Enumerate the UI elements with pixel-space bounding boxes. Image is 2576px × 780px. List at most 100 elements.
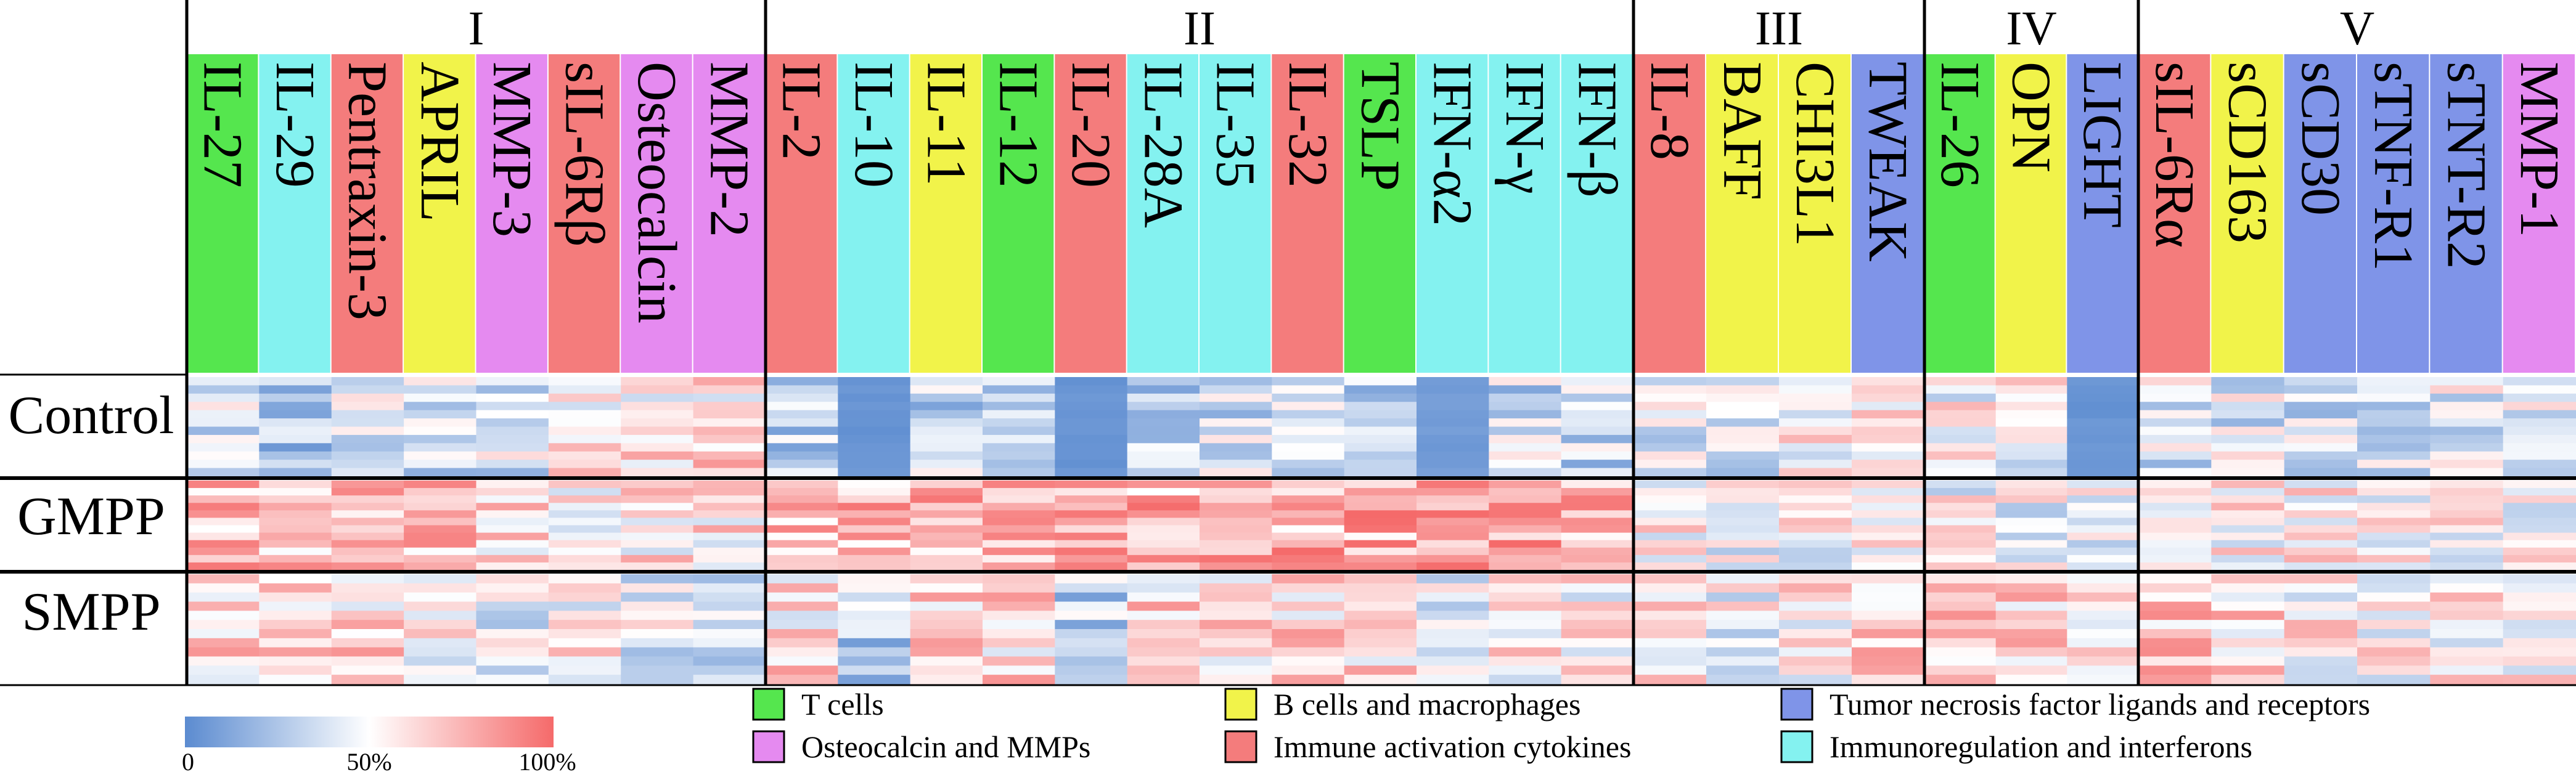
heatmap-cell	[1272, 481, 1345, 489]
heatmap-cell	[259, 525, 332, 534]
heatmap-cell	[910, 434, 983, 444]
heatmap-cell	[1489, 426, 1562, 436]
legend-swatch	[1780, 730, 1813, 763]
heatmap-cell	[621, 510, 694, 519]
heatmap-cell	[1561, 555, 1634, 563]
heatmap-cell	[404, 574, 477, 584]
heatmap-cell	[1344, 460, 1417, 469]
heatmap-cell	[2211, 468, 2285, 477]
heatmap-cell	[1706, 647, 1780, 657]
heatmap-cell	[331, 434, 404, 444]
heatmap-cell	[2357, 377, 2431, 386]
heatmap-cell	[2430, 601, 2504, 611]
heatmap-cell	[1779, 583, 1852, 593]
heatmap-cell	[2284, 377, 2358, 386]
heatmap-cell	[1561, 647, 1634, 657]
heatmap-cell	[2357, 611, 2431, 620]
heatmap-cell	[2211, 393, 2285, 402]
heatmap-cell	[1852, 555, 1925, 563]
heatmap-cell	[187, 451, 260, 460]
heatmap-cell	[2138, 418, 2212, 428]
heatmap-cell	[766, 503, 838, 511]
heatmap-cell	[1779, 488, 1852, 496]
heatmap-cell	[187, 468, 260, 477]
heatmap-cell	[1634, 481, 1707, 489]
heatmap-cell	[910, 629, 983, 639]
heatmap-cell	[2067, 574, 2139, 584]
heatmap-cell	[2067, 555, 2139, 563]
legend-label: Immunoregulation and interferons	[1830, 729, 2252, 764]
heatmap-cell	[331, 481, 404, 489]
heatmap-cell	[1200, 510, 1272, 519]
heatmap-cell	[187, 665, 260, 675]
heatmap-cell	[2503, 410, 2576, 419]
heatmap-cell	[1561, 540, 1634, 548]
heatmap-cell	[1852, 638, 1925, 648]
heatmap-cell	[1924, 601, 1997, 611]
heatmap-cell	[621, 583, 694, 593]
heatmap-cell	[1995, 583, 2067, 593]
heatmap-cell	[910, 525, 983, 534]
heatmap-cell	[1055, 481, 1128, 489]
heatmap-cell	[693, 583, 766, 593]
heatmap-cell	[2284, 510, 2358, 519]
heatmap-cell	[1706, 611, 1780, 620]
heatmap-cell	[2503, 393, 2576, 402]
heatmap-cell	[2503, 418, 2576, 428]
heatmap-cell	[1924, 518, 1997, 526]
heatmap-cell	[2357, 410, 2431, 419]
heatmap-cell	[693, 481, 766, 489]
heatmap-cell	[1055, 555, 1128, 563]
heatmap-cell	[404, 393, 477, 402]
heatmap-cell	[1706, 377, 1780, 386]
heatmap-cell	[187, 583, 260, 593]
heatmap-cell	[259, 451, 332, 460]
heatmap-cell	[2067, 525, 2139, 534]
heatmap-cell	[1995, 443, 2067, 452]
heatmap-cell	[1852, 385, 1925, 394]
heatmap-cell	[2067, 665, 2139, 675]
heatmap-cell	[1489, 665, 1562, 675]
heatmap-cell	[2357, 592, 2431, 603]
heatmap-cell	[259, 665, 332, 675]
row-group-label: SMPP	[22, 582, 160, 642]
heatmap-cell	[766, 385, 838, 394]
heatmap-cell	[1344, 620, 1417, 630]
heatmap-cell	[838, 460, 911, 469]
scale-max-label: 100%	[518, 748, 576, 776]
heatmap-cell	[910, 592, 983, 603]
heatmap-cell	[476, 451, 549, 460]
heatmap-cell	[2284, 547, 2358, 556]
heatmap-cell	[404, 562, 477, 571]
heatmap-cell	[2357, 402, 2431, 411]
heatmap-cell	[1344, 410, 1417, 419]
heatmap-cell	[1779, 410, 1852, 419]
heatmap-cell	[2138, 385, 2212, 394]
heatmap-cell	[1055, 503, 1128, 511]
heatmap-cell	[2211, 675, 2285, 685]
heatmap-cell	[2430, 532, 2504, 541]
heatmap-cell	[2357, 647, 2431, 657]
heatmap-cell	[983, 665, 1055, 675]
heatmap-cell	[838, 481, 911, 489]
heatmap-cell	[476, 495, 549, 503]
heatmap-cell	[1200, 611, 1272, 620]
heatmap-cell	[2138, 583, 2212, 593]
heatmap-cell	[2284, 495, 2358, 503]
heatmap-cell	[1417, 583, 1489, 593]
heatmap-cell	[1924, 562, 1997, 571]
heatmap-cell	[1561, 574, 1634, 584]
heatmap-cell	[693, 510, 766, 519]
heatmap-cell	[910, 647, 983, 657]
heatmap-cell	[1924, 547, 1997, 556]
heatmap-cell	[2284, 503, 2358, 511]
heatmap-cell	[766, 540, 838, 548]
heatmap-cell	[693, 638, 766, 648]
heatmap-cell	[2067, 611, 2139, 620]
heatmap-cell	[1924, 451, 1997, 460]
heatmap-cell	[1489, 656, 1562, 666]
heatmap-cell	[1127, 532, 1200, 541]
heatmap-cell	[2284, 532, 2358, 541]
heatmap-cell	[1127, 481, 1200, 489]
heatmap-cell	[1561, 410, 1634, 419]
